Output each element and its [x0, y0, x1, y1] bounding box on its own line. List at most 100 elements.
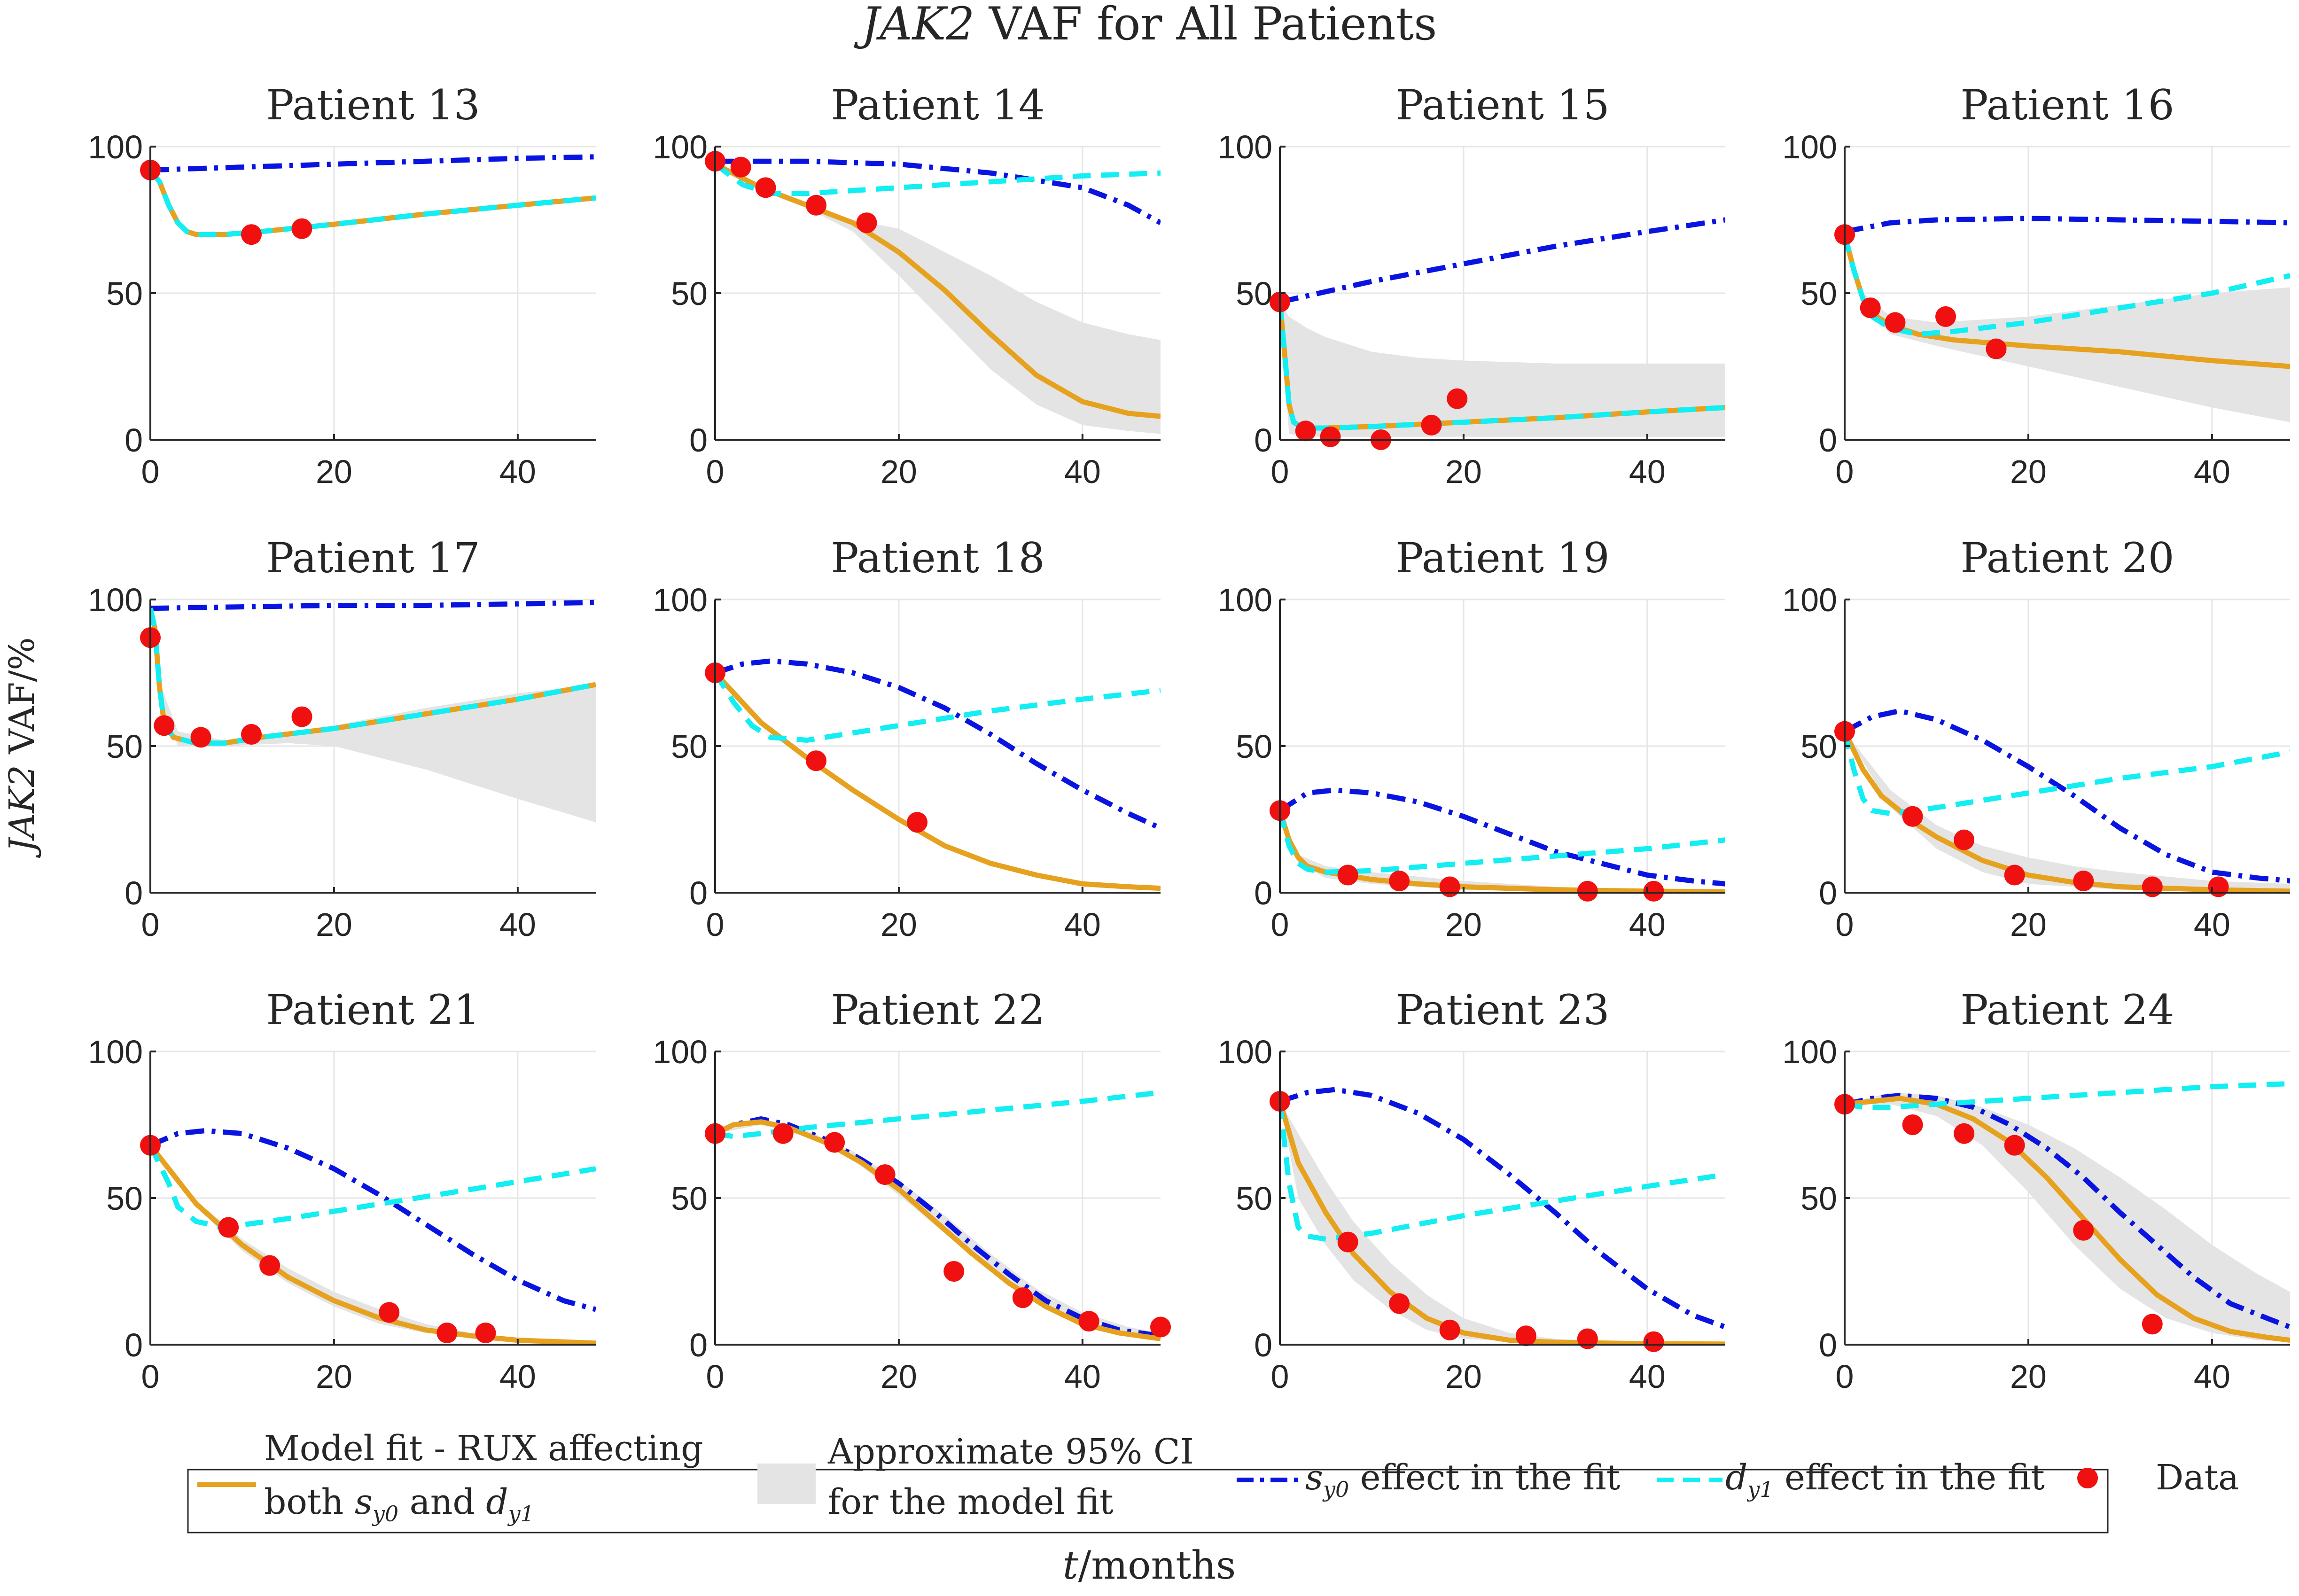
ci-band	[1280, 302, 1725, 437]
fit-line	[1845, 1096, 2290, 1343]
y-tick-label: 50	[106, 1180, 143, 1217]
x-tick-label: 20	[2010, 453, 2047, 490]
y-tick-label: 0	[1819, 875, 1837, 911]
panel-3: 0 20 40 0 50 100 Patient 15	[1217, 81, 1725, 490]
panel-title: Patient 15	[1395, 81, 1609, 129]
panel-10: 0 20 40 0 50 100 Patient 22	[653, 986, 1171, 1395]
legend-dy1-label: dy1 effect in the fit	[1725, 1457, 2045, 1502]
sy0-line	[1280, 787, 1725, 887]
x-tick-label: 20	[881, 906, 917, 943]
x-tick-label: 20	[2010, 906, 2047, 943]
dy1-line	[150, 607, 596, 746]
x-tick-label: 20	[316, 453, 352, 490]
panel-2: 0 20 40 0 50 100 Patient 14	[653, 81, 1161, 490]
y-tick-label: 0	[125, 422, 143, 459]
x-tick-label: 40	[1629, 1358, 1666, 1395]
data-point	[190, 727, 211, 748]
panel-6: 0 20 40 0 50 100 Patient 18	[653, 534, 1161, 943]
sy0-line	[150, 154, 596, 173]
y-tick-label: 100	[88, 582, 143, 618]
y-tick-label: 50	[1800, 728, 1837, 765]
plot-area	[1845, 216, 2290, 422]
sy0-line	[715, 658, 1161, 831]
panel-title: Patient 14	[831, 81, 1044, 129]
panel-title: Patient 23	[1395, 986, 1609, 1034]
y-tick-label: 100	[1782, 582, 1837, 618]
x-tick-label: 20	[1445, 1358, 1482, 1395]
y-tick-label: 50	[1236, 728, 1272, 765]
x-tick-label: 40	[499, 453, 536, 490]
data-point	[291, 706, 312, 727]
data-point	[2073, 871, 2094, 892]
data-point	[772, 1123, 794, 1144]
x-tick-label: 40	[499, 1358, 536, 1395]
panel-4: 0 20 40 0 50 100 Patient 16	[1782, 81, 2290, 490]
x-tick-label: 20	[2010, 1358, 2047, 1395]
data-point	[2208, 876, 2229, 897]
x-tick-label: 0	[706, 1358, 725, 1395]
data-point	[907, 812, 928, 833]
x-axis-label: t/months	[1063, 1543, 1236, 1588]
plot-area	[715, 658, 1161, 891]
figure-title: JAK2 VAF for All Patients	[854, 0, 1437, 50]
data-point	[874, 1164, 896, 1185]
data-point	[806, 195, 827, 216]
y-tick-label: 100	[1782, 129, 1837, 165]
ci-band	[715, 1119, 1161, 1339]
data-point	[730, 156, 751, 178]
data-point	[824, 1132, 845, 1153]
data-point	[1860, 297, 1881, 319]
plot-area	[150, 154, 596, 237]
fit-line	[150, 1144, 596, 1345]
y-tick-label: 100	[1782, 1034, 1837, 1070]
x-tick-label: 0	[1836, 453, 1854, 490]
panel-11: 0 20 40 0 50 100 Patient 23	[1217, 986, 1725, 1395]
data-point	[1295, 420, 1316, 442]
sy0-line	[1845, 1093, 2290, 1330]
sy0-line	[1280, 1087, 1725, 1330]
y-tick-label: 50	[106, 275, 143, 312]
data-point	[1986, 338, 2007, 359]
panel-title: Patient 20	[1960, 534, 2174, 582]
x-tick-label: 20	[881, 453, 917, 490]
data-point	[1337, 1231, 1358, 1253]
data-point	[218, 1217, 239, 1238]
data-point	[2004, 864, 2025, 886]
data-point	[1389, 871, 1410, 892]
sy0-line	[715, 1116, 1161, 1339]
data-point	[2073, 1220, 2094, 1241]
y-tick-label: 0	[125, 1327, 143, 1363]
sy0-line	[150, 1128, 596, 1312]
panel-title: Patient 24	[1960, 986, 2174, 1034]
y-tick-label: 50	[671, 1180, 708, 1217]
ci-band	[1845, 731, 2290, 892]
data-point	[1643, 880, 1664, 902]
y-tick-label: 100	[88, 1034, 143, 1070]
panel-7: 0 20 40 0 50 100 Patient 19	[1217, 534, 1725, 943]
y-tick-label: 0	[689, 875, 708, 911]
legend-data-label: Data	[2156, 1457, 2239, 1498]
legend-fit-label-line1: Model fit - RUX affecting	[264, 1428, 703, 1469]
panel-5: 0 20 40 0 50 100 Patient 17	[88, 534, 596, 943]
data-point	[379, 1302, 400, 1323]
data-point	[1902, 806, 1923, 827]
x-tick-label: 40	[1064, 453, 1101, 490]
panel-title: Patient 17	[266, 534, 480, 582]
x-tick-label: 40	[2194, 453, 2230, 490]
panel-title: Patient 16	[1960, 81, 2174, 129]
x-tick-label: 40	[1064, 1358, 1101, 1395]
x-tick-label: 0	[141, 1358, 160, 1395]
data-point	[1935, 306, 1956, 327]
panel-9: 0 20 40 0 50 100 Patient 21	[88, 986, 596, 1395]
fit-line	[150, 168, 596, 237]
panel-12: 0 20 40 0 50 100 Patient 24	[1782, 986, 2290, 1395]
legend-sy0-label: sy0 effect in the fit	[1305, 1457, 1621, 1502]
data-point	[1439, 1319, 1460, 1340]
data-point	[1902, 1114, 1923, 1135]
y-tick-label: 0	[1819, 1327, 1837, 1363]
y-tick-label: 0	[1254, 422, 1272, 459]
ci-band	[150, 608, 596, 823]
y-tick-label: 50	[1236, 1180, 1272, 1217]
ci-band	[1845, 234, 2290, 422]
x-tick-label: 0	[1271, 453, 1289, 490]
